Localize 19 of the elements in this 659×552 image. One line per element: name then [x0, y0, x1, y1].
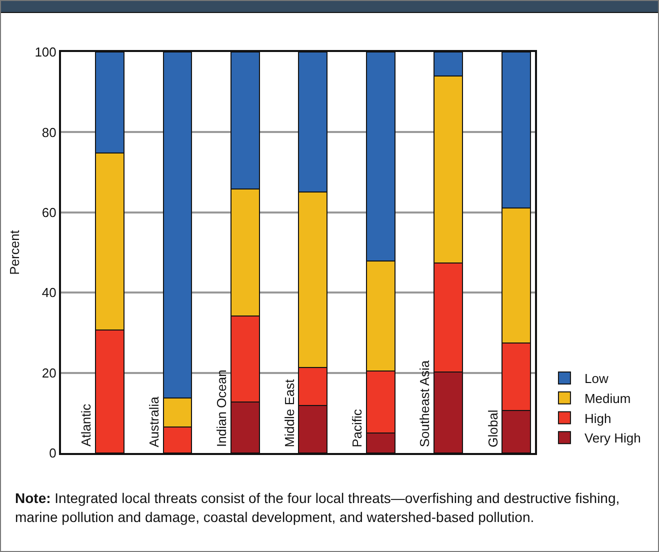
x-tick-label: Southeast Asia: [417, 360, 432, 448]
y-tick-label: 80: [42, 124, 56, 140]
legend-label: High: [584, 410, 612, 426]
y-tick-label: 100: [34, 44, 56, 60]
text: Note: Integrated local threats consist of the four local threats—overfishing and destructive fishing, marine pollution and damage, coastal development, and watershed-based pollution.: [15, 489, 621, 527]
x-tick-label: Pacific: [349, 408, 364, 448]
legend-label: Very High: [584, 430, 641, 446]
y-tick-label: 60: [42, 204, 56, 220]
x-tick-label: Atlantic: [78, 403, 94, 447]
x-tick-label: Middle East: [282, 378, 298, 448]
x-tick-label: Australia: [146, 396, 162, 448]
y-tick-label: 40: [42, 285, 56, 300]
y-tick-label: 0: [49, 446, 56, 461]
y-axis-title: Percent: [7, 230, 22, 275]
y-tick-label: 20: [42, 365, 56, 380]
x-tick-label: Global: [485, 410, 500, 448]
legend-label: Medium: [584, 390, 631, 406]
x-tick-label: Indian Ocean: [214, 370, 229, 447]
legend-label: Low: [584, 371, 609, 386]
